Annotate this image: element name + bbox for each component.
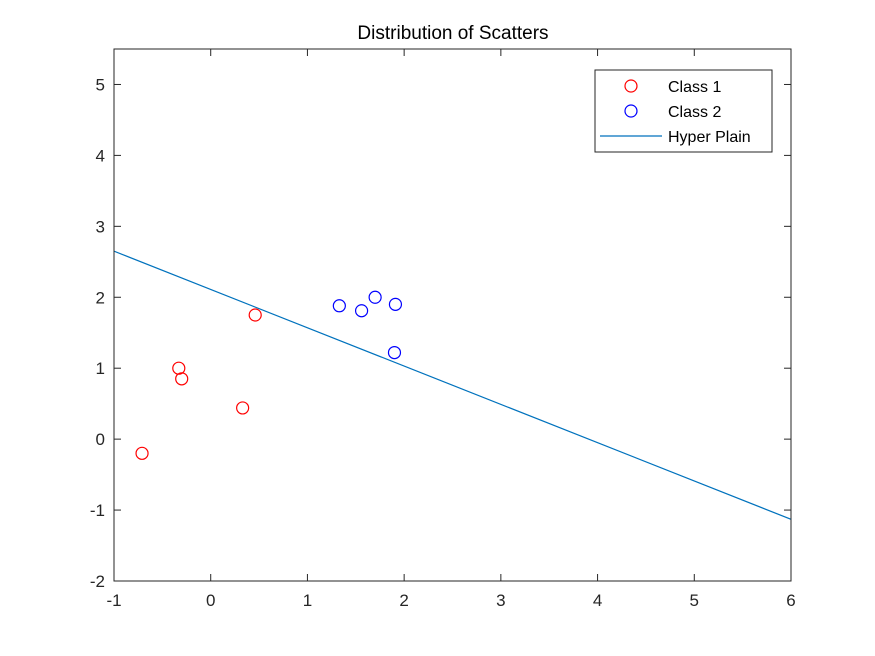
y-tick-label: 3 — [96, 217, 105, 236]
legend-label: Class 2 — [668, 104, 721, 121]
data-point-class1-4 — [236, 401, 250, 415]
data-point-class1-3 — [175, 372, 189, 386]
y-tick-label: 1 — [96, 359, 105, 378]
x-tick-label: 6 — [786, 591, 795, 610]
data-point-class1-5 — [248, 308, 262, 322]
data-point-class2-1 — [332, 299, 346, 313]
chart-title: Distribution of Scatters — [357, 23, 548, 44]
legend-label: Hyper Plain — [668, 129, 751, 146]
legend-marker-swatch — [624, 104, 638, 118]
data-point-class2-2 — [354, 304, 369, 318]
x-tick-label: 4 — [593, 591, 602, 610]
x-tick-label: 3 — [496, 591, 505, 610]
y-tick-label: 4 — [96, 146, 105, 165]
y-tick-label: 5 — [96, 75, 105, 94]
legend: Class 1 Class 2 Hyper Plain — [594, 69, 773, 153]
x-tick-label: 5 — [690, 591, 699, 610]
x-tick-label: 0 — [206, 591, 215, 610]
x-tick-label: 1 — [303, 591, 312, 610]
series-line-hyper-plain — [114, 250, 791, 520]
axes-frame — [113, 48, 792, 582]
data-point-class2-3 — [368, 290, 382, 304]
legend-label: Class 1 — [668, 79, 721, 96]
y-tick-label: 0 — [96, 430, 105, 449]
y-tick-label: 2 — [96, 288, 105, 307]
y-tick-label: -1 — [90, 501, 105, 520]
data-marks — [114, 250, 791, 520]
data-point-class1-1 — [135, 446, 149, 460]
x-tick-label: -1 — [106, 591, 121, 610]
data-point-class2-5 — [387, 345, 402, 360]
data-point-class2-4 — [388, 297, 403, 311]
legend-marker-swatch — [624, 79, 638, 93]
y-tick-label: -2 — [90, 572, 105, 591]
x-tick-label: 2 — [399, 591, 408, 610]
